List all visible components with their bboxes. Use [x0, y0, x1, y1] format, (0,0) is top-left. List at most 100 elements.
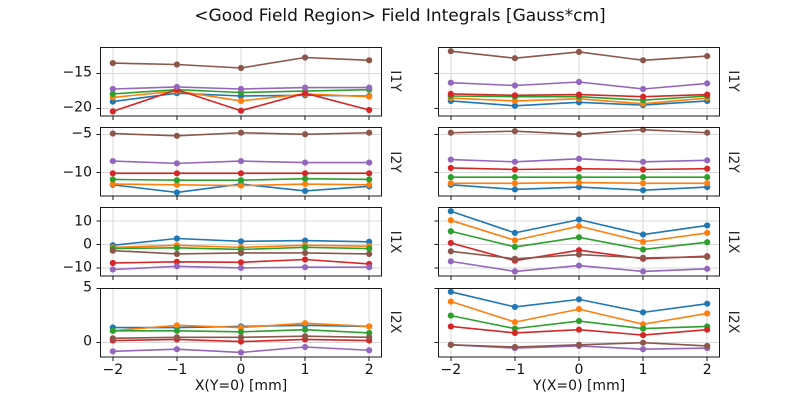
data-point-series-red	[173, 170, 181, 177]
data-point-series-green	[639, 174, 647, 181]
data-point-series-green	[447, 312, 454, 319]
data-point-series-green	[575, 174, 583, 181]
data-point-series-orange	[704, 180, 711, 187]
data-point-series-orange	[366, 181, 373, 188]
data-point-series-blue	[301, 237, 309, 245]
data-point-series-orange	[575, 179, 583, 186]
row-label: I2X	[725, 310, 741, 334]
data-point-series-brown	[366, 129, 373, 136]
data-point-series-blue	[447, 288, 454, 295]
data-point-series-green	[447, 228, 454, 235]
axes-frame	[100, 46, 382, 116]
subplot-i1x-right: I1X	[434, 207, 741, 281]
data-point-series-green	[639, 325, 647, 332]
data-point-series-purple	[704, 266, 711, 273]
data-point-series-orange	[704, 230, 711, 237]
data-point-series-orange	[639, 320, 647, 327]
data-point-series-green	[301, 175, 309, 182]
data-point-series-red	[575, 91, 583, 98]
data-point-series-blue	[704, 300, 711, 307]
data-point-series-blue	[639, 231, 647, 239]
data-point-series-brown	[109, 130, 116, 137]
data-point-series-brown	[173, 61, 181, 68]
data-point-series-purple	[173, 345, 181, 352]
data-point-series-orange	[447, 180, 454, 187]
data-point-series-red	[447, 164, 454, 172]
data-point-series-brown	[237, 333, 245, 340]
row-label: I1X	[387, 230, 403, 254]
data-point-series-purple	[109, 266, 116, 274]
x-tick-label: 0	[574, 361, 584, 378]
plot-area	[96, 46, 382, 120]
data-point-series-brown	[301, 131, 309, 138]
data-point-series-brown	[173, 333, 181, 340]
plot-area	[434, 207, 720, 281]
data-point-series-purple	[447, 258, 454, 265]
data-point-series-red	[575, 165, 583, 172]
data-point-series-red	[237, 107, 245, 114]
data-point-series-red	[109, 260, 116, 267]
y-tick-label: −5	[71, 125, 92, 142]
data-point-series-blue	[639, 187, 647, 194]
plot-area	[96, 207, 382, 281]
y-tick-label: 0	[83, 236, 92, 253]
data-point-series-brown	[704, 129, 711, 136]
data-point-series-purple	[447, 156, 454, 163]
subplot-i1x-left: I1X 10 0 −10	[62, 207, 403, 281]
plot-area	[434, 46, 720, 120]
data-point-series-brown	[109, 59, 116, 66]
axes-frame	[438, 46, 720, 116]
data-point-series-green	[301, 244, 309, 251]
data-point-series-brown	[366, 56, 373, 64]
data-point-series-blue	[511, 230, 519, 237]
data-point-series-purple	[301, 159, 309, 166]
data-point-series-blue	[173, 235, 181, 242]
data-point-series-brown	[704, 342, 711, 349]
data-point-series-red	[109, 170, 116, 177]
data-point-series-brown	[366, 333, 373, 340]
data-point-series-red	[366, 106, 373, 113]
data-point-series-purple	[237, 348, 245, 356]
data-point-series-blue	[301, 187, 309, 195]
data-point-series-purple	[575, 78, 583, 85]
data-point-series-purple	[237, 157, 245, 165]
data-point-series-brown	[511, 343, 519, 350]
data-point-series-orange	[301, 180, 309, 188]
data-point-series-red	[447, 322, 454, 330]
subplot-i2x-left: I2X X(Y=0) [mm] 5 0 −2 −1 0 1 2	[83, 280, 403, 394]
data-point-series-orange	[237, 324, 245, 331]
data-point-series-green	[237, 328, 245, 335]
y-tick-label: −10	[62, 164, 92, 181]
data-point-series-brown	[447, 341, 454, 348]
data-point-series-brown	[237, 250, 245, 257]
data-point-series-green	[366, 245, 373, 253]
x-tick-label: 0	[236, 361, 246, 378]
data-point-series-brown	[237, 64, 245, 71]
axes-frame	[100, 127, 382, 197]
data-point-series-red	[301, 89, 309, 96]
data-point-series-red	[704, 165, 711, 172]
axes-frame	[100, 287, 382, 357]
data-point-series-orange	[109, 180, 116, 188]
row-label: I1Y	[387, 70, 403, 93]
data-point-series-brown	[173, 132, 181, 139]
plot-area	[96, 127, 382, 200]
row-label: I2Y	[387, 150, 403, 173]
x-tick-label: 1	[638, 361, 648, 378]
data-point-series-red	[575, 326, 583, 333]
data-point-series-green	[511, 174, 519, 181]
data-point-series-brown	[704, 52, 711, 59]
data-point-series-brown	[575, 131, 583, 138]
data-point-series-green	[109, 90, 116, 97]
data-point-series-purple	[366, 84, 373, 91]
data-point-series-red	[511, 166, 519, 173]
data-point-series-red	[447, 90, 454, 97]
y-tick-label: −20	[62, 99, 92, 116]
x-tick-label: 1	[300, 361, 310, 378]
data-point-series-red	[237, 259, 245, 266]
plot-area	[434, 126, 720, 200]
data-point-series-red	[511, 91, 519, 99]
data-point-series-brown	[639, 126, 647, 133]
data-point-series-purple	[366, 159, 373, 166]
data-point-series-orange	[639, 180, 647, 187]
